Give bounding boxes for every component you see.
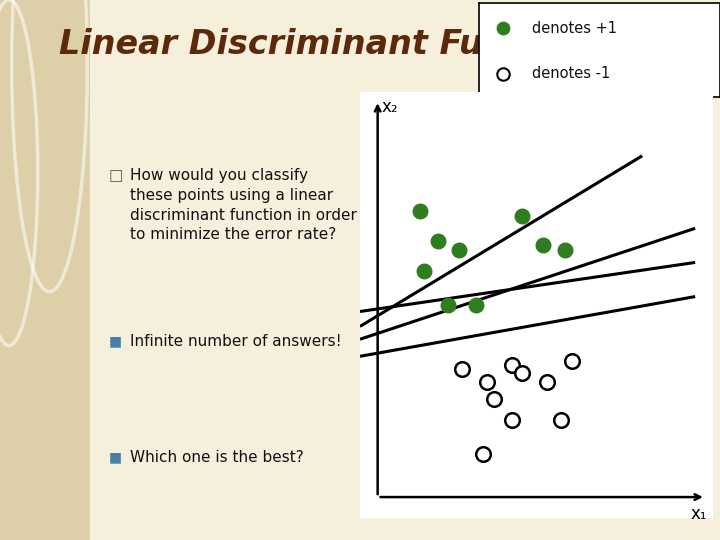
Point <box>516 211 528 220</box>
Text: denotes +1: denotes +1 <box>532 21 617 36</box>
Text: Linear Discriminant Function: Linear Discriminant Function <box>59 28 600 60</box>
Text: Infinite number of answers!: Infinite number of answers! <box>130 334 341 349</box>
Point <box>538 241 549 249</box>
Point <box>506 361 518 369</box>
Point <box>453 245 464 254</box>
Point <box>541 377 553 386</box>
Text: Which one is the best?: Which one is the best? <box>130 450 304 465</box>
Point <box>418 267 429 275</box>
Point <box>506 416 518 424</box>
Text: x₂: x₂ <box>382 98 398 116</box>
Point <box>488 395 500 403</box>
Text: x₁: x₁ <box>690 505 707 523</box>
Point <box>481 377 492 386</box>
Point <box>497 24 508 32</box>
Point <box>456 365 468 374</box>
Point <box>497 69 508 78</box>
Point <box>442 301 454 309</box>
Point <box>555 416 567 424</box>
Text: □: □ <box>109 168 123 183</box>
Point <box>471 301 482 309</box>
Point <box>516 369 528 377</box>
Text: How would you classify
these points using a linear
discriminant function in orde: How would you classify these points usin… <box>130 168 357 242</box>
Point <box>566 356 577 365</box>
Text: ■: ■ <box>109 334 122 348</box>
Point <box>432 237 444 245</box>
Text: denotes -1: denotes -1 <box>532 66 610 81</box>
Point <box>414 207 426 215</box>
Point <box>478 450 490 459</box>
Point <box>559 245 570 254</box>
Text: ■: ■ <box>109 450 122 464</box>
